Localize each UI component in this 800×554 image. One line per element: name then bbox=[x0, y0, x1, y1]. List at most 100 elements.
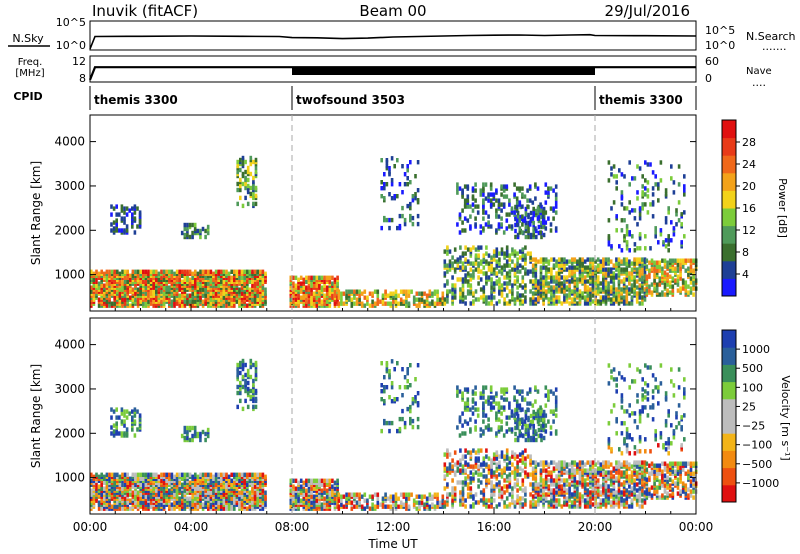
power-cell bbox=[398, 213, 402, 219]
power-cell bbox=[524, 299, 527, 304]
velocity-cell bbox=[420, 494, 424, 499]
frequency-right-tick-top: 60 bbox=[705, 55, 719, 68]
power-cell bbox=[490, 255, 493, 260]
power-cell bbox=[249, 171, 253, 177]
power-cell bbox=[479, 224, 483, 229]
power-cell bbox=[178, 277, 181, 282]
power-cell bbox=[292, 275, 295, 280]
power-cell bbox=[396, 194, 399, 199]
velocity-cell bbox=[448, 470, 452, 475]
power-cell bbox=[607, 267, 610, 272]
power-cell bbox=[653, 286, 656, 291]
colorbar-tick-label: 28 bbox=[742, 136, 756, 149]
power-cell bbox=[261, 269, 265, 274]
power-cell bbox=[547, 281, 551, 286]
power-cell bbox=[576, 301, 579, 306]
power-cell bbox=[689, 268, 693, 273]
power-cell bbox=[596, 285, 600, 290]
power-cell bbox=[625, 285, 629, 290]
power-cell bbox=[456, 190, 459, 195]
power-cell bbox=[495, 247, 499, 252]
power-cell bbox=[118, 293, 122, 298]
power-cell bbox=[207, 293, 210, 298]
power-cell bbox=[331, 295, 334, 300]
velocity-cell bbox=[191, 502, 194, 507]
power-cell bbox=[644, 246, 647, 251]
power-cell bbox=[125, 212, 129, 217]
power-cell bbox=[441, 291, 445, 296]
velocity-cell bbox=[446, 502, 449, 507]
power-cell bbox=[617, 271, 621, 276]
velocity-cell bbox=[196, 478, 200, 483]
power-cell bbox=[516, 291, 519, 296]
power-cell bbox=[97, 271, 101, 276]
velocity-cell bbox=[320, 478, 324, 483]
velocity-cell bbox=[323, 482, 326, 487]
power-cell bbox=[144, 269, 148, 274]
power-cell bbox=[641, 202, 644, 207]
power-cell bbox=[514, 214, 517, 220]
velocity-cell bbox=[240, 472, 244, 477]
power-cell bbox=[612, 200, 616, 205]
power-cell bbox=[492, 249, 496, 254]
power-cell bbox=[581, 291, 584, 296]
power-cell bbox=[583, 265, 587, 270]
power-cell bbox=[664, 220, 668, 225]
power-cell bbox=[641, 257, 644, 262]
power-cell bbox=[110, 301, 114, 306]
power-cell bbox=[594, 259, 597, 264]
velocity-cell bbox=[108, 476, 111, 481]
velocity-cell bbox=[405, 506, 408, 511]
power-cell bbox=[333, 283, 337, 288]
velocity-cell bbox=[207, 496, 210, 501]
power-cell bbox=[516, 257, 519, 262]
velocity-cell bbox=[105, 480, 109, 485]
power-cell bbox=[687, 258, 690, 263]
power-cell bbox=[578, 289, 582, 294]
power-cell bbox=[244, 195, 247, 201]
velocity-cell bbox=[389, 504, 393, 509]
velocity-cell bbox=[371, 506, 374, 511]
power-cell bbox=[474, 253, 478, 258]
power-cell bbox=[570, 257, 574, 262]
power-cell bbox=[676, 258, 680, 263]
power-cell bbox=[487, 214, 490, 219]
velocity-cell bbox=[318, 478, 321, 483]
power-cell bbox=[560, 287, 564, 292]
velocity-cell bbox=[498, 492, 501, 497]
velocity-cell bbox=[331, 478, 334, 483]
power-cell bbox=[607, 242, 611, 247]
power-cell bbox=[464, 273, 467, 278]
velocity-cell bbox=[482, 496, 486, 501]
power-cell bbox=[103, 293, 106, 298]
power-cell bbox=[675, 212, 678, 217]
power-cell bbox=[563, 275, 566, 280]
velocity-cell bbox=[181, 472, 184, 477]
velocity-cell bbox=[299, 478, 303, 483]
power-cell bbox=[524, 206, 528, 212]
velocity-cell bbox=[108, 472, 111, 477]
power-cell bbox=[547, 186, 550, 191]
velocity-cell bbox=[294, 500, 298, 505]
power-cell bbox=[510, 224, 514, 229]
power-cell bbox=[500, 184, 503, 189]
power-cell bbox=[633, 208, 637, 213]
power-cell bbox=[186, 293, 189, 298]
velocity-cell bbox=[243, 478, 246, 483]
power-cell bbox=[220, 301, 223, 306]
velocity-cell bbox=[386, 504, 390, 509]
velocity-cell bbox=[495, 474, 499, 479]
power-cell bbox=[692, 292, 695, 297]
velocity-cell bbox=[100, 486, 103, 491]
velocity-cell bbox=[399, 500, 403, 505]
velocity-cell bbox=[464, 454, 467, 459]
power-cell bbox=[479, 230, 483, 235]
power-cell bbox=[149, 291, 153, 296]
power-cell bbox=[479, 188, 483, 193]
velocity-cell bbox=[227, 474, 231, 479]
velocity-cell bbox=[474, 450, 478, 455]
velocity-cell bbox=[121, 472, 124, 477]
velocity-cell bbox=[188, 502, 192, 507]
velocity-cell bbox=[147, 472, 150, 477]
power-cell bbox=[235, 269, 239, 274]
